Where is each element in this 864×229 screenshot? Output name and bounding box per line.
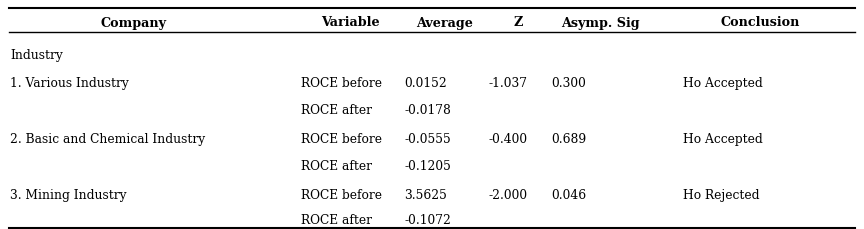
Text: Variable: Variable: [321, 16, 379, 29]
Text: 3. Mining Industry: 3. Mining Industry: [10, 188, 127, 201]
Text: 3.5625: 3.5625: [404, 188, 448, 201]
Text: 0.689: 0.689: [551, 132, 587, 145]
Text: -0.400: -0.400: [488, 132, 527, 145]
Text: -1.037: -1.037: [488, 76, 527, 89]
Text: -0.1072: -0.1072: [404, 213, 451, 226]
Text: 0.046: 0.046: [551, 188, 587, 201]
Text: 2. Basic and Chemical Industry: 2. Basic and Chemical Industry: [10, 132, 206, 145]
Text: ROCE before: ROCE before: [301, 76, 382, 89]
Text: 1. Various Industry: 1. Various Industry: [10, 76, 129, 89]
Text: Ho Accepted: Ho Accepted: [683, 132, 762, 145]
Text: Z: Z: [514, 16, 523, 29]
Text: -2.000: -2.000: [488, 188, 527, 201]
Text: Company: Company: [101, 16, 167, 29]
Text: ROCE before: ROCE before: [301, 132, 382, 145]
Text: ROCE before: ROCE before: [301, 188, 382, 201]
Text: Conclusion: Conclusion: [721, 16, 800, 29]
Text: Ho Rejected: Ho Rejected: [683, 188, 759, 201]
Text: Asymp. Sig: Asymp. Sig: [561, 16, 640, 29]
Text: Average: Average: [416, 16, 473, 29]
Text: 0.300: 0.300: [551, 76, 586, 89]
Text: ROCE after: ROCE after: [301, 213, 372, 226]
Text: ROCE after: ROCE after: [301, 160, 372, 172]
Text: 0.0152: 0.0152: [404, 76, 447, 89]
Text: ROCE after: ROCE after: [301, 104, 372, 117]
Text: -0.0555: -0.0555: [404, 132, 451, 145]
Text: Industry: Industry: [10, 49, 63, 61]
Text: -0.0178: -0.0178: [404, 104, 451, 117]
Text: Ho Accepted: Ho Accepted: [683, 76, 762, 89]
Text: -0.1205: -0.1205: [404, 160, 451, 172]
